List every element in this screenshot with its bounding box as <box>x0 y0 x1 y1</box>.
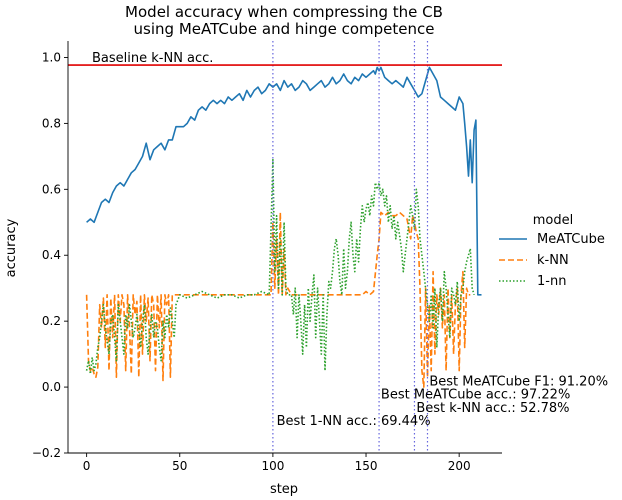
baseline-label: Baseline k-NN acc. <box>92 51 213 66</box>
y-axis-ticks: −0.2 0.0 0.2 0.4 0.6 0.8 1.0 <box>32 50 68 460</box>
legend: model MeATCube k-NN 1-nn <box>499 213 605 289</box>
legend-label: 1-nn <box>537 274 566 289</box>
best-score-annotation: Best MeATCube F1: 91.20% <box>429 374 608 389</box>
annotation-group: Best MeATCube F1: 91.20%Best MeATCube ac… <box>277 374 608 429</box>
chart-title-line1: Model accuracy when compressing the CB <box>125 3 443 21</box>
best-score-annotation: Best 1-NN acc.: 69.44% <box>277 414 431 429</box>
y-tick-label: 0.2 <box>42 314 61 328</box>
series-line-meatcube <box>86 66 482 296</box>
series-line-1-nn <box>85 158 475 375</box>
legend-label: k-NN <box>537 253 569 268</box>
x-tick-label: 0 <box>83 459 91 473</box>
y-tick-label: 0.0 <box>42 380 61 394</box>
x-tick-label: 200 <box>448 459 471 473</box>
best-score-annotation: Best k-NN acc.: 52.78% <box>416 401 569 416</box>
y-tick-label: 0.4 <box>42 248 61 262</box>
x-axis-label: step <box>270 482 298 497</box>
y-tick-label: −0.2 <box>32 446 61 460</box>
y-axis-label: accuracy <box>4 218 19 277</box>
x-tick-label: 150 <box>355 459 378 473</box>
x-axis-ticks: 0 50 100 150 200 <box>83 453 471 473</box>
legend-label: MeATCube <box>537 232 605 247</box>
x-tick-label: 50 <box>172 459 187 473</box>
y-tick-label: 1.0 <box>42 50 61 64</box>
x-tick-label: 100 <box>261 459 284 473</box>
y-tick-label: 0.6 <box>42 182 61 196</box>
legend-title: model <box>533 213 573 228</box>
y-tick-label: 0.8 <box>42 116 61 130</box>
chart-title-line2: using MeATCube and hinge competence <box>134 20 435 38</box>
best-score-annotation: Best MeATCube acc.: 97.22% <box>381 388 570 403</box>
series-line-k-nn <box>85 211 471 388</box>
